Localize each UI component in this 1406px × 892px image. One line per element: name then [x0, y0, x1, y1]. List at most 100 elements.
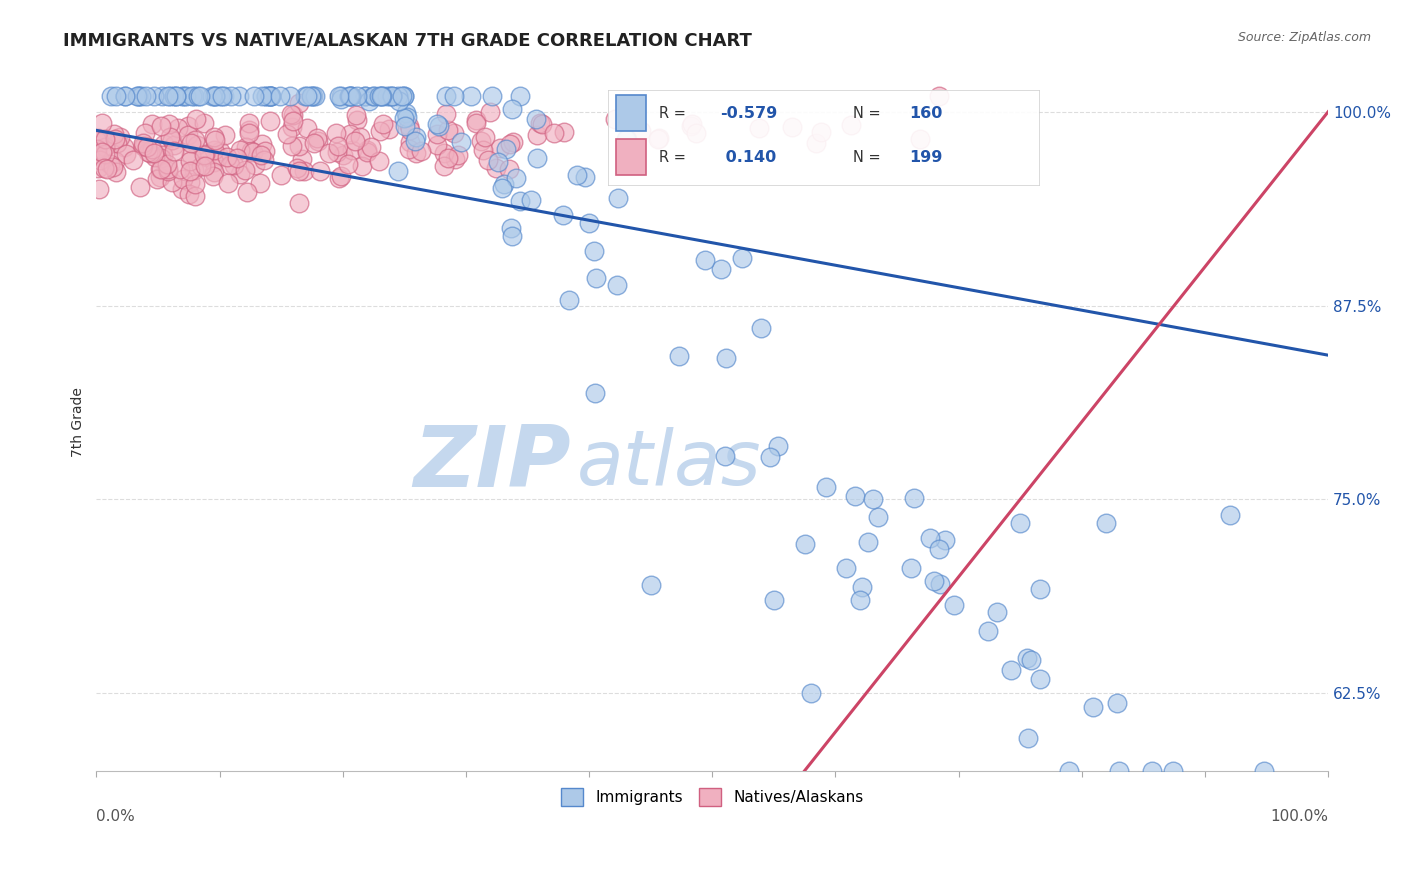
Point [122, 153, 145, 167]
Point [582, 244, 605, 258]
Point [235, 162, 257, 177]
Point [630, 124, 652, 138]
Point [501, 229, 523, 244]
Point [219, 89, 242, 103]
Point [114, 147, 136, 161]
Point [176, 128, 198, 143]
Point [394, 111, 416, 125]
Point [363, 89, 385, 103]
Point [179, 176, 201, 190]
Point [474, 130, 496, 145]
Point [1095, 516, 1118, 530]
Legend: Immigrants, Natives/Alaskans: Immigrants, Natives/Alaskans [554, 782, 870, 812]
Point [749, 320, 772, 334]
Point [172, 89, 194, 103]
Point [254, 89, 277, 103]
Point [443, 89, 465, 103]
Point [1029, 672, 1052, 686]
Point [447, 148, 470, 162]
Point [679, 119, 702, 133]
Point [647, 132, 669, 146]
Point [291, 153, 314, 167]
Point [149, 162, 172, 177]
Point [129, 89, 152, 103]
Point [242, 145, 264, 159]
Point [394, 89, 416, 103]
Point [378, 121, 401, 136]
Point [179, 163, 201, 178]
Point [135, 89, 157, 103]
Point [920, 531, 942, 545]
Point [136, 140, 159, 154]
Point [834, 561, 856, 575]
Point [302, 89, 325, 103]
Point [169, 162, 191, 177]
Point [509, 89, 531, 103]
Point [270, 168, 292, 182]
Point [730, 251, 752, 265]
Point [186, 138, 208, 153]
Point [141, 117, 163, 131]
Point [156, 161, 179, 176]
Point [209, 89, 232, 103]
Point [585, 271, 607, 285]
Point [250, 147, 273, 161]
Point [159, 89, 181, 103]
Point [450, 135, 472, 149]
Point [856, 535, 879, 549]
Point [86, 134, 108, 148]
Point [768, 439, 790, 453]
Point [336, 157, 359, 171]
Point [339, 89, 361, 103]
Point [173, 89, 195, 103]
Point [409, 144, 432, 158]
Point [491, 181, 513, 195]
Point [204, 89, 226, 103]
Point [179, 154, 201, 169]
Point [202, 169, 225, 184]
Point [281, 120, 304, 134]
Point [153, 136, 176, 151]
Point [208, 144, 231, 158]
Point [332, 148, 354, 162]
Point [87, 182, 110, 196]
Point [693, 252, 716, 267]
Point [565, 168, 588, 182]
Point [1017, 731, 1039, 745]
Point [259, 89, 281, 103]
Text: IMMIGRANTS VS NATIVE/ALASKAN 7TH GRADE CORRELATION CHART: IMMIGRANTS VS NATIVE/ALASKAN 7TH GRADE C… [63, 31, 752, 49]
Point [163, 144, 186, 158]
Point [862, 491, 884, 506]
Point [619, 140, 641, 154]
Point [149, 162, 172, 177]
Point [105, 136, 128, 151]
Point [287, 164, 309, 178]
Point [103, 127, 125, 141]
Point [530, 117, 553, 131]
Point [900, 561, 922, 575]
Point [427, 119, 450, 133]
Text: 100.0%: 100.0% [1270, 809, 1329, 824]
Point [134, 126, 156, 140]
Point [104, 131, 127, 145]
Point [91, 145, 114, 160]
Point [330, 93, 353, 107]
Point [328, 89, 350, 103]
Point [253, 145, 276, 159]
Point [193, 160, 215, 174]
Point [392, 89, 415, 103]
Point [304, 136, 326, 151]
Point [259, 89, 281, 103]
Point [139, 146, 162, 161]
Point [297, 89, 319, 103]
Point [434, 107, 457, 121]
Point [810, 125, 832, 139]
Point [200, 89, 222, 103]
Point [929, 577, 952, 591]
Point [356, 143, 378, 157]
Point [391, 89, 413, 103]
Point [343, 134, 366, 148]
Point [243, 89, 266, 103]
Point [481, 89, 503, 103]
Point [184, 189, 207, 203]
